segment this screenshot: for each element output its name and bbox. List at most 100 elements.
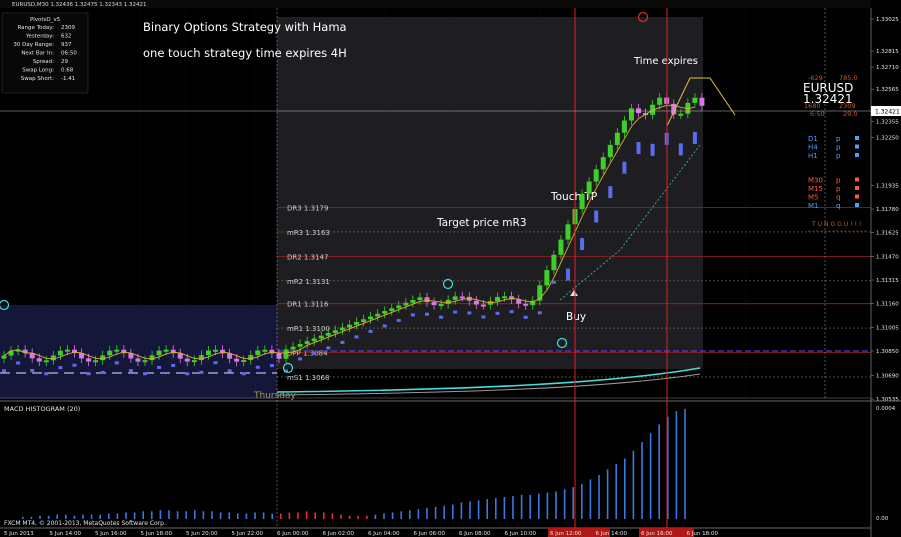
trend-dot (157, 365, 162, 369)
macd-bar (632, 450, 635, 519)
candle-body (671, 103, 677, 115)
moving-average-line (3, 104, 695, 360)
trend-dot (58, 366, 63, 370)
pivots-row-label: Spread: (33, 59, 54, 65)
macd-bar (323, 512, 325, 519)
macd-bar (400, 511, 402, 519)
time-tick-label: 5 Jun 22:00 (232, 531, 264, 537)
symbol-info: -629 785.0 EURUSD 1.32421 1680 2309 6:50… (803, 74, 858, 118)
candle-body (1, 355, 7, 359)
macd-bar (477, 500, 480, 519)
time-tick-label: 5 Jun 20:00 (186, 531, 218, 537)
macd-bar (383, 513, 385, 519)
time-expires-label: Time expires (633, 56, 698, 67)
macd-bar (348, 515, 351, 519)
signal-circle-icon (556, 337, 568, 349)
pivots-panel-title: PivotsD_v5 (30, 17, 61, 23)
trend-status: TUNGGU!!! (811, 221, 863, 228)
macd-bar (426, 508, 428, 519)
copyright: FXCM MT4, © 2001-2013, MetaQuotes Softwa… (4, 520, 166, 527)
symbol-name: EURUSD (803, 81, 853, 95)
candle-body (530, 300, 536, 306)
pivot-zone (277, 17, 703, 369)
candle-body (410, 300, 416, 303)
macd-bar (409, 510, 411, 519)
candle-body (325, 332, 331, 336)
trend-dot (241, 372, 246, 376)
stat-left-3: 6:50 (810, 110, 825, 118)
trend-dot (72, 363, 77, 367)
macd-bar (108, 513, 110, 519)
macd-bar (434, 506, 437, 519)
candle-body (699, 97, 705, 106)
macd-bar (22, 516, 24, 519)
trend-dot (608, 186, 613, 199)
pivots-row-value: 937 (61, 42, 72, 48)
macd-bar (503, 497, 506, 519)
price-tick-label: 1.30850 (876, 349, 899, 355)
candle-body (79, 353, 85, 359)
candle-body (142, 360, 148, 363)
candle-body (431, 302, 437, 306)
signal-circle-icon (0, 299, 10, 311)
trend-dot (580, 238, 585, 251)
trend-dot (16, 361, 21, 365)
pivots-row-label: Range Today: (17, 25, 54, 31)
time-axis: 5 Jun 2013 5 Jun 14:00 5 Jun 16:00 5 Jun 18… (4, 531, 718, 537)
buy-label: Buy (566, 311, 586, 323)
trend-dot (227, 369, 232, 373)
trend-dot (30, 368, 35, 372)
macd-bar (65, 514, 67, 519)
candle-body (8, 350, 14, 356)
timeframe-signal: p (836, 152, 841, 160)
macd-bar (314, 512, 316, 519)
timeframe-name: D1 (808, 135, 818, 143)
timeframe-dot (855, 203, 859, 207)
trend-dot (86, 372, 91, 376)
candle-body (417, 297, 423, 301)
macd-bar (30, 516, 33, 519)
trend-dot (481, 315, 486, 319)
candle-body (64, 349, 70, 352)
pivots-row-value: 0.68 (61, 68, 74, 74)
pivot-label: DR1 1.3116 (287, 301, 329, 309)
trend-dot (2, 369, 6, 373)
candle-body (424, 297, 430, 303)
candle-body (198, 355, 204, 361)
time-tick-label: 6 Jun 04:00 (368, 531, 400, 537)
price-tick-label: 1.30690 (876, 373, 899, 379)
signal-circle-icon (637, 11, 649, 23)
trend-dot (114, 361, 119, 365)
candle-body (283, 349, 289, 359)
time-tick-label: 6 Jun 18:00 (687, 531, 719, 537)
candle-body (57, 350, 63, 356)
macd-bar (546, 492, 549, 519)
pivot-label: mR2 1.3131 (287, 278, 330, 286)
macd-bar (667, 416, 669, 519)
macd-bar (271, 513, 273, 519)
buy-arrow-icon (570, 290, 578, 296)
candle-body (135, 358, 141, 362)
macd-bar (125, 512, 127, 519)
price-tick-label: 1.30535 (876, 397, 899, 403)
macd-bar (133, 512, 136, 519)
candle-body (15, 349, 21, 352)
timeframe-name: M5 (808, 194, 819, 202)
time-tick-label: 5 Jun 16:00 (95, 531, 127, 537)
timeframe-dot (855, 136, 859, 140)
macd-bar (194, 510, 196, 519)
candle-body (551, 254, 557, 271)
timeframe-signal: p (836, 144, 841, 152)
macd-bar (340, 514, 342, 519)
macd-bar (99, 514, 101, 519)
trend-dot (537, 311, 542, 315)
price-tick-label: 1.31160 (876, 302, 899, 308)
macd-bar (606, 469, 609, 519)
macd-label: MACD HISTOGRAM (20) (4, 405, 80, 413)
macd-bar (159, 510, 162, 519)
trend-dot (44, 372, 49, 376)
candle-body (403, 302, 409, 306)
trend-dot (340, 340, 345, 344)
macd-bar (305, 511, 308, 519)
